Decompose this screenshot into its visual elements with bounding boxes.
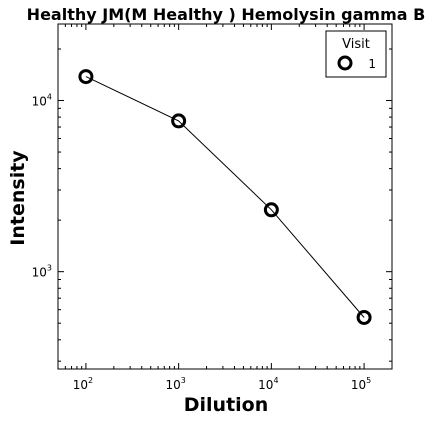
x-tick-label: 103 (165, 376, 185, 392)
x-axis-label: Dilution (184, 394, 269, 416)
x-tick-label-exponent: 4 (273, 376, 278, 385)
y-tick-label-exponent: 3 (47, 264, 52, 273)
x-tick-label-base: 10 (351, 378, 366, 392)
y-tick-label-base: 10 (32, 266, 47, 280)
data-point (171, 113, 187, 129)
x-tick-label-exponent: 3 (181, 376, 186, 385)
chart-title: Healthy JM(M Healthy ) Hemolysin gamma B (27, 5, 426, 24)
x-tick-label-exponent: 2 (88, 376, 93, 385)
y-tick-label: 104 (32, 93, 52, 109)
x-tick-label: 104 (258, 376, 278, 392)
legend-title: Visit (342, 37, 370, 52)
y-tick-label-base: 10 (32, 95, 47, 109)
x-tick-label-base: 10 (165, 378, 180, 392)
data-point (356, 309, 372, 325)
y-axis-label: Intensity (7, 150, 29, 246)
legend-box (325, 30, 387, 78)
x-tick-label-base: 10 (73, 378, 88, 392)
legend: Visit 1 (325, 30, 387, 78)
legend-marker (337, 55, 353, 71)
series-line (85, 76, 365, 318)
x-tick-label: 102 (73, 376, 93, 392)
x-axis-ticks: 102 103 104 105 (64, 24, 371, 392)
data-point (78, 69, 94, 85)
y-tick-label-exponent: 4 (47, 93, 52, 102)
y-tick-label: 103 (32, 264, 52, 280)
data-point (263, 202, 279, 218)
x-tick-label-base: 10 (258, 378, 273, 392)
series-layer (78, 69, 372, 325)
legend-entry-label: 1 (368, 57, 376, 71)
plot-frame (57, 23, 393, 370)
x-tick-label: 105 (351, 376, 371, 392)
x-tick-label-exponent: 5 (366, 376, 371, 385)
